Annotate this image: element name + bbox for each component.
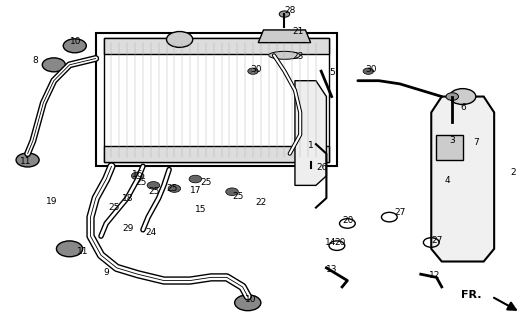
Text: 13: 13	[326, 265, 338, 274]
Circle shape	[235, 295, 261, 311]
Circle shape	[189, 175, 202, 183]
Circle shape	[168, 185, 181, 192]
Text: 26: 26	[316, 164, 327, 172]
Text: 22: 22	[256, 198, 267, 207]
Polygon shape	[258, 30, 311, 43]
Text: 14: 14	[325, 238, 337, 247]
Text: 30: 30	[366, 65, 377, 74]
Text: 12: 12	[428, 271, 440, 280]
Circle shape	[63, 39, 86, 53]
Text: 20: 20	[342, 216, 354, 225]
Text: 16: 16	[132, 170, 144, 179]
Circle shape	[248, 68, 258, 74]
Text: 19: 19	[46, 197, 57, 206]
Text: 18: 18	[122, 194, 133, 203]
Polygon shape	[104, 146, 329, 162]
Text: FR.: FR.	[461, 290, 481, 300]
Circle shape	[131, 172, 144, 180]
Text: 20: 20	[334, 238, 346, 247]
Circle shape	[363, 68, 374, 74]
Text: 2: 2	[510, 168, 515, 177]
Text: 15: 15	[196, 205, 207, 214]
Text: 24: 24	[145, 228, 157, 237]
Circle shape	[16, 153, 39, 167]
Text: 30: 30	[250, 65, 262, 74]
Circle shape	[279, 11, 290, 17]
Text: 21: 21	[292, 27, 304, 36]
Text: 27: 27	[395, 208, 406, 217]
Text: 23: 23	[292, 52, 304, 61]
Text: 28: 28	[285, 6, 296, 15]
Text: 25: 25	[201, 178, 212, 187]
Text: 6: 6	[460, 103, 466, 112]
Text: 3: 3	[450, 136, 455, 146]
Polygon shape	[104, 38, 329, 54]
Text: 29: 29	[122, 224, 133, 233]
Polygon shape	[431, 97, 494, 261]
Circle shape	[42, 58, 65, 72]
Text: 1: 1	[308, 141, 314, 150]
Text: 8: 8	[33, 56, 38, 65]
Polygon shape	[295, 81, 326, 185]
Text: 9: 9	[104, 268, 110, 277]
Text: 11: 11	[77, 247, 89, 257]
Circle shape	[56, 241, 83, 257]
Text: 25: 25	[135, 178, 147, 187]
Text: 10: 10	[70, 36, 81, 45]
Text: 25: 25	[109, 203, 120, 212]
Circle shape	[450, 89, 476, 105]
Circle shape	[446, 93, 458, 100]
Text: 11: 11	[19, 157, 31, 166]
Circle shape	[147, 181, 160, 189]
Text: 25: 25	[232, 192, 243, 201]
Text: 7: 7	[473, 138, 479, 147]
Polygon shape	[436, 135, 463, 160]
Text: 25: 25	[167, 184, 178, 193]
Text: 10: 10	[245, 295, 257, 304]
Circle shape	[167, 32, 193, 47]
Text: 4: 4	[444, 176, 450, 185]
Text: 5: 5	[329, 68, 335, 77]
Text: 27: 27	[431, 236, 443, 245]
Circle shape	[226, 188, 238, 196]
Text: 25: 25	[148, 187, 160, 196]
Ellipse shape	[269, 51, 300, 59]
Text: 17: 17	[190, 186, 202, 195]
